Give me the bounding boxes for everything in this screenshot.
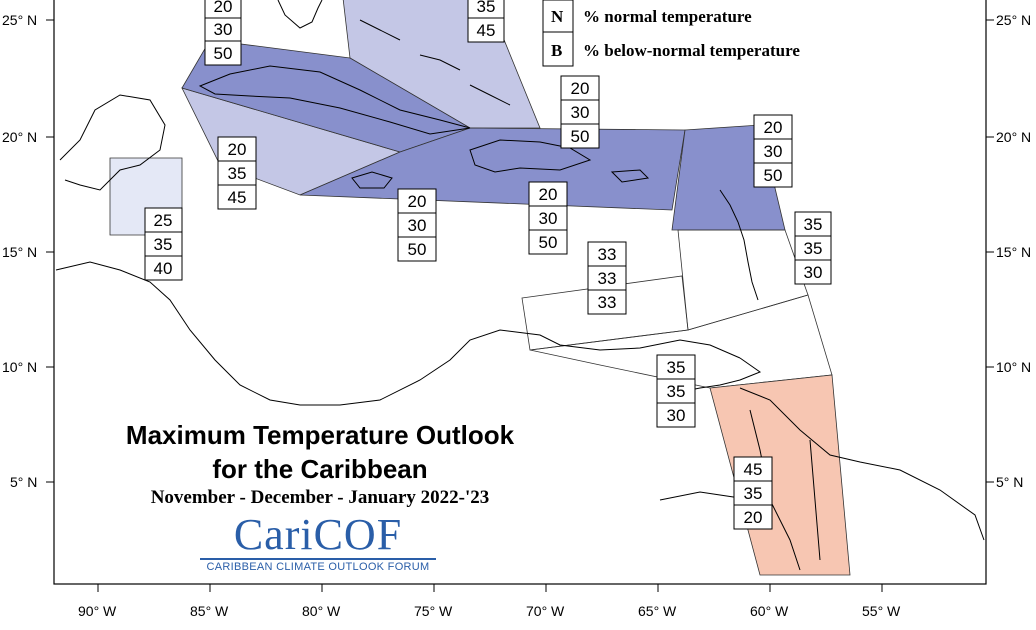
venezuela-coast	[679, 357, 762, 393]
lat-label-10-right: 10° N	[996, 359, 1031, 375]
box-value: 33	[598, 293, 617, 312]
lat-label-5-right: 5° N	[996, 474, 1023, 490]
box-value: 20	[408, 192, 427, 211]
box-value: 30	[214, 20, 233, 39]
box-value: 35	[477, 0, 496, 16]
box-value: 30	[764, 142, 783, 161]
legend-label-below: % below-normal temperature	[583, 41, 800, 60]
box-value: 50	[764, 166, 783, 185]
lat-label-15: 15° N	[2, 244, 37, 260]
suriname-border	[809, 439, 821, 561]
lon-label-65: 65° W	[638, 603, 677, 619]
box-value: 35	[804, 215, 823, 234]
box-windward: 35 35 30	[794, 211, 832, 285]
yucatan-coast	[59, 94, 166, 191]
box-value: 20	[764, 118, 783, 137]
title-line-1: Maximum Temperature Outlook	[125, 420, 515, 450]
box-puerto-rico: 20 30 50	[560, 75, 600, 149]
cuba-coast	[198, 65, 471, 135]
lon-label-85: 85° W	[190, 603, 229, 619]
box-northern-bahamas: 20 30 50	[204, 0, 242, 66]
box-value: 35	[804, 239, 823, 258]
lat-label-20: 20° N	[2, 129, 37, 145]
box-value: 33	[598, 245, 617, 264]
box-leeward: 20 30 50	[753, 114, 793, 188]
box-southern-bahamas: 35 45	[467, 0, 505, 43]
box-value: 50	[408, 240, 427, 259]
box-value: 50	[571, 127, 590, 146]
lat-label-25: 25° N	[2, 12, 37, 28]
legend-key-below: B	[551, 41, 562, 60]
lon-label-75: 75° W	[414, 603, 453, 619]
jamaica-coast	[351, 171, 393, 189]
probability-boxes: 20 30 50 35 45 20 35 45 25 35 40	[144, 0, 832, 530]
lat-label-25-right: 25° N	[996, 12, 1031, 28]
lat-label-10: 10° N	[2, 359, 37, 375]
box-value: 20	[571, 79, 590, 98]
box-value: 35	[154, 235, 173, 254]
map-title: Maximum Temperature Outlook for the Cari…	[70, 418, 570, 510]
puerto-rico-coast	[610, 169, 650, 183]
box-central: 33 33 33	[587, 241, 627, 315]
lat-label-5: 5° N	[10, 474, 37, 490]
lon-label-70: 70° W	[526, 603, 565, 619]
box-value: 20	[228, 140, 247, 159]
bahamas-islands	[359, 19, 511, 106]
lon-label-80: 80° W	[302, 603, 341, 619]
box-value: 30	[539, 209, 558, 228]
logo-wordmark: CariCOF	[233, 510, 403, 559]
box-value: 50	[214, 44, 233, 63]
lon-label-60: 60° W	[750, 603, 789, 619]
lat-label-15-right: 15° N	[996, 244, 1031, 260]
lon-label-90: 90° W	[78, 603, 117, 619]
florida-coast	[277, 0, 323, 29]
box-value: 45	[477, 21, 496, 40]
box-value: 45	[744, 460, 763, 479]
caricof-logo: CariCOF CARIBBEAN CLIMATE OUTLOOK FORUM	[200, 512, 436, 573]
lat-label-20-right: 20° N	[996, 129, 1031, 145]
box-value: 20	[214, 0, 233, 16]
box-value: 25	[154, 211, 173, 230]
lon-label-55: 55° W	[862, 603, 901, 619]
longitude-axis: 90° W 85° W 80° W 75° W 70° W 65° W 60° …	[78, 584, 901, 619]
box-value: 35	[228, 164, 247, 183]
box-value: 45	[228, 188, 247, 207]
box-value: 30	[408, 216, 427, 235]
antilles-arc	[719, 189, 759, 301]
hispaniola-coast	[469, 139, 592, 173]
logo-tagline: CARIBBEAN CLIMATE OUTLOOK FORUM	[200, 558, 436, 573]
legend: N % normal temperature B % below-normal …	[542, 0, 800, 67]
guianas-coast	[739, 387, 985, 541]
period-subtitle: November - December - January 2022-'23	[150, 487, 490, 508]
box-value: 20	[539, 185, 558, 204]
box-value: 35	[667, 382, 686, 401]
legend-label-normal: % normal temperature	[583, 7, 752, 26]
box-western-cuba: 20 35 45	[217, 136, 257, 210]
box-trinidad: 35 35 30	[656, 354, 696, 428]
box-hispaniola: 20 30 50	[528, 181, 568, 255]
central-america-coast	[55, 261, 741, 406]
box-value: 33	[598, 269, 617, 288]
box-value: 30	[667, 406, 686, 425]
box-guianas: 45 35 20	[733, 456, 773, 530]
box-value: 35	[744, 484, 763, 503]
title-line-2: for the Caribbean	[212, 454, 428, 484]
box-belize: 25 35 40	[144, 207, 183, 281]
box-value: 30	[804, 263, 823, 282]
box-value: 40	[154, 259, 173, 278]
legend-key-normal: N	[551, 7, 564, 26]
box-value: 50	[539, 233, 558, 252]
box-value: 35	[667, 358, 686, 377]
box-value: 20	[744, 508, 763, 527]
latitude-axis: 25° N 25° N 20° N 20° N 15° N 15° N 10° …	[2, 12, 1031, 490]
box-value: 30	[571, 103, 590, 122]
coastline-layer	[55, 0, 985, 571]
box-jamaica-south: 20 30 50	[397, 188, 437, 262]
